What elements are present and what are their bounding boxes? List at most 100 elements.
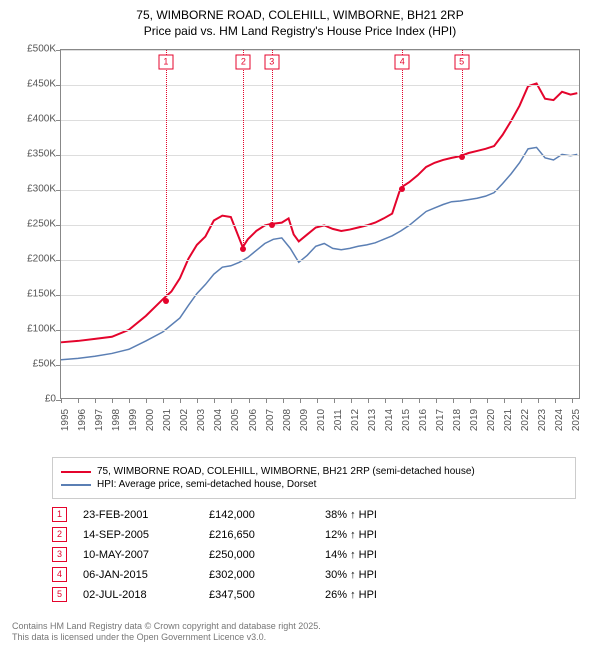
ytick [56,225,61,226]
xtick [129,398,130,403]
xtick-label: 2010 [316,409,327,431]
ytick [56,260,61,261]
xtick-label: 2024 [554,409,565,431]
sales-diff: 30% ↑ HPI [325,569,377,581]
xtick [180,398,181,403]
sale-marker-box: 5 [454,55,469,70]
xtick-label: 2015 [401,409,412,431]
ytick-label: £0 [16,394,56,405]
title-line1: 75, WIMBORNE ROAD, COLEHILL, WIMBORNE, B… [12,8,588,24]
ytick-label: £150K [16,289,56,300]
sales-date: 02-JUL-2018 [83,589,193,601]
sales-price: £216,650 [209,529,309,541]
sales-marker: 2 [52,527,67,542]
xtick [283,398,284,403]
sale-dot [459,154,465,160]
ytick-label: £250K [16,219,56,230]
xtick-label: 1996 [77,409,88,431]
xtick-label: 2006 [248,409,259,431]
xtick [249,398,250,403]
xtick-label: 2000 [145,409,156,431]
xtick-label: 2011 [333,409,344,431]
footer-line1: Contains HM Land Registry data © Crown c… [12,621,588,633]
xtick [231,398,232,403]
xtick-label: 2018 [452,409,463,431]
xtick-label: 2012 [350,409,361,431]
legend: 75, WIMBORNE ROAD, COLEHILL, WIMBORNE, B… [52,457,576,499]
legend-row: 75, WIMBORNE ROAD, COLEHILL, WIMBORNE, B… [61,466,567,477]
xtick [453,398,454,403]
ytick-label: £350K [16,149,56,160]
xtick [214,398,215,403]
series-price_paid [61,84,577,343]
sale-dot [269,222,275,228]
gridline [61,295,579,296]
xtick [402,398,403,403]
sales-price: £250,000 [209,549,309,561]
xtick-label: 2021 [503,409,514,431]
chart-title: 75, WIMBORNE ROAD, COLEHILL, WIMBORNE, B… [12,8,588,39]
sales-price: £347,500 [209,589,309,601]
xtick [487,398,488,403]
xtick [266,398,267,403]
plot-region: 12345 [60,49,580,399]
xtick-label: 1998 [111,409,122,431]
ytick [56,50,61,51]
sale-marker-box: 4 [395,55,410,70]
gridline [61,85,579,86]
sales-row: 406-JAN-2015£302,00030% ↑ HPI [52,567,576,582]
legend-row: HPI: Average price, semi-detached house,… [61,479,567,490]
xtick-label: 2025 [571,409,582,431]
xtick-label: 2023 [537,409,548,431]
xtick-label: 2017 [435,409,446,431]
xtick-label: 1999 [128,409,139,431]
gridline [61,120,579,121]
xtick [368,398,369,403]
xtick-label: 2016 [418,409,429,431]
sales-marker: 4 [52,567,67,582]
line-svg [61,50,579,398]
sales-date: 14-SEP-2005 [83,529,193,541]
xtick [572,398,573,403]
xtick-label: 2002 [179,409,190,431]
ytick-label: £450K [16,79,56,90]
xtick-label: 2022 [520,409,531,431]
sales-row: 123-FEB-2001£142,00038% ↑ HPI [52,507,576,522]
sales-diff: 14% ↑ HPI [325,549,377,561]
legend-swatch [61,471,91,473]
xtick-label: 2014 [384,409,395,431]
ytick [56,330,61,331]
sales-diff: 38% ↑ HPI [325,509,377,521]
xtick [112,398,113,403]
xtick-label: 1995 [60,409,71,431]
sale-marker-box: 3 [264,55,279,70]
xtick [95,398,96,403]
xtick [163,398,164,403]
sale-dot [240,246,246,252]
xtick-label: 2007 [265,409,276,431]
xtick-label: 2005 [230,409,241,431]
sale-vline [166,50,167,301]
sales-date: 23-FEB-2001 [83,509,193,521]
ytick-label: £50K [16,359,56,370]
ytick-label: £100K [16,324,56,335]
xtick [385,398,386,403]
xtick [61,398,62,403]
ytick-label: £200K [16,254,56,265]
xtick-label: 2008 [282,409,293,431]
xtick [317,398,318,403]
sales-marker: 5 [52,587,67,602]
gridline [61,155,579,156]
sales-diff: 26% ↑ HPI [325,589,377,601]
legend-label: 75, WIMBORNE ROAD, COLEHILL, WIMBORNE, B… [97,466,475,477]
gridline [61,225,579,226]
ytick [56,295,61,296]
footer-attribution: Contains HM Land Registry data © Crown c… [12,621,588,644]
ytick-label: £400K [16,114,56,125]
sales-table: 123-FEB-2001£142,00038% ↑ HPI 2 14-SEP-200… [52,507,576,602]
sales-date: 06-JAN-2015 [83,569,193,581]
gridline [61,260,579,261]
ytick-label: £300K [16,184,56,195]
sales-date: 10-MAY-2007 [83,549,193,561]
gridline [61,365,579,366]
